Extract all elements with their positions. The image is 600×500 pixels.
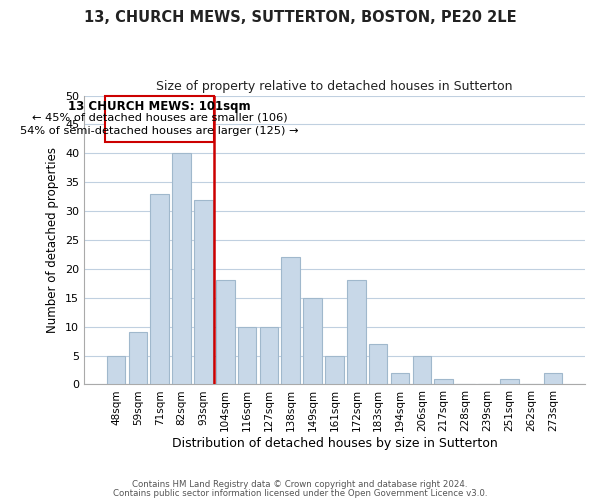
Bar bbox=[434, 378, 453, 384]
Bar bbox=[281, 258, 300, 384]
Bar bbox=[325, 356, 344, 384]
Bar bbox=[391, 373, 409, 384]
Title: Size of property relative to detached houses in Sutterton: Size of property relative to detached ho… bbox=[156, 80, 513, 93]
Text: Contains HM Land Registry data © Crown copyright and database right 2024.: Contains HM Land Registry data © Crown c… bbox=[132, 480, 468, 489]
Text: 13, CHURCH MEWS, SUTTERTON, BOSTON, PE20 2LE: 13, CHURCH MEWS, SUTTERTON, BOSTON, PE20… bbox=[83, 10, 517, 25]
Bar bbox=[544, 373, 562, 384]
Text: Contains public sector information licensed under the Open Government Licence v3: Contains public sector information licen… bbox=[113, 489, 487, 498]
Bar bbox=[260, 326, 278, 384]
Bar bbox=[151, 194, 169, 384]
Bar bbox=[107, 356, 125, 384]
Bar bbox=[413, 356, 431, 384]
Bar bbox=[369, 344, 388, 385]
Text: 13 CHURCH MEWS: 101sqm: 13 CHURCH MEWS: 101sqm bbox=[68, 100, 251, 113]
FancyBboxPatch shape bbox=[105, 96, 214, 142]
Text: 54% of semi-detached houses are larger (125) →: 54% of semi-detached houses are larger (… bbox=[20, 126, 299, 136]
Bar bbox=[304, 298, 322, 384]
Bar bbox=[216, 280, 235, 384]
X-axis label: Distribution of detached houses by size in Sutterton: Distribution of detached houses by size … bbox=[172, 437, 497, 450]
Bar bbox=[128, 332, 147, 384]
Bar bbox=[238, 326, 256, 384]
Bar bbox=[500, 378, 518, 384]
Bar bbox=[172, 154, 191, 384]
Text: ← 45% of detached houses are smaller (106): ← 45% of detached houses are smaller (10… bbox=[32, 113, 287, 123]
Bar bbox=[347, 280, 365, 384]
Bar bbox=[194, 200, 212, 384]
Y-axis label: Number of detached properties: Number of detached properties bbox=[46, 147, 59, 333]
